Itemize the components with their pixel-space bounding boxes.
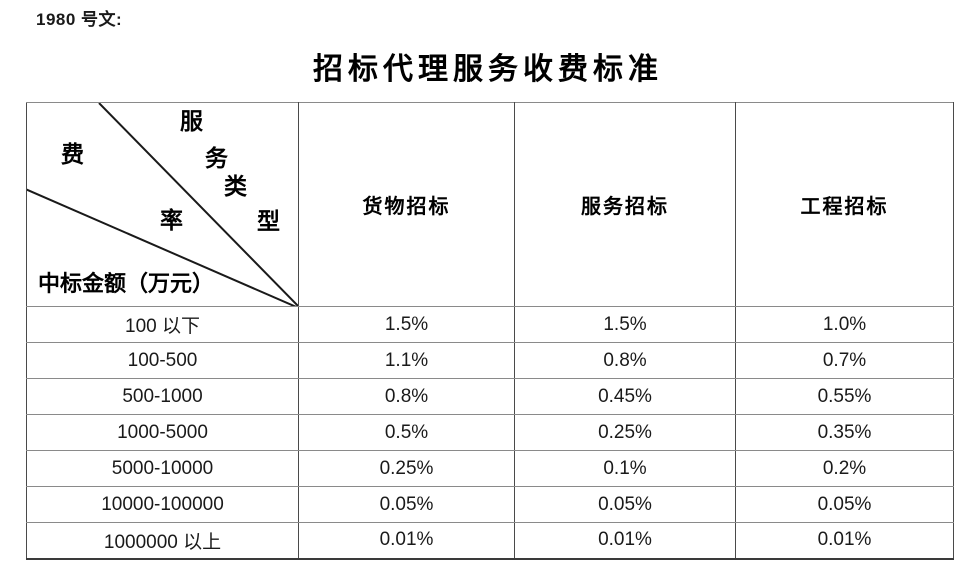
fee-cell-service: 0.1% bbox=[514, 450, 736, 487]
amount-range-cell: 500-1000 bbox=[26, 378, 299, 415]
table-row: 1000000 以上 0.01% 0.01% 0.01% bbox=[26, 522, 954, 559]
amount-range-cell: 1000000 以上 bbox=[26, 522, 299, 559]
fee-cell-engineering: 0.35% bbox=[735, 414, 954, 451]
doc-ref-label: 1980 号文: bbox=[36, 10, 123, 29]
column-header-engineering-bidding: 工程招标 bbox=[735, 102, 954, 307]
fee-cell-goods: 0.5% bbox=[298, 414, 515, 451]
fee-cell-service: 1.5% bbox=[514, 306, 736, 343]
fee-cell-engineering: 0.01% bbox=[735, 522, 954, 559]
diagonal-split-lines bbox=[27, 103, 298, 306]
fee-cell-goods: 0.25% bbox=[298, 450, 515, 487]
fee-standard-table: 费 率 服 务 类 型 中标金额（万元） 货物招标 服务招标 工程招标 100 … bbox=[26, 102, 954, 560]
fee-cell-service: 0.45% bbox=[514, 378, 736, 415]
column-header-goods-bidding: 货物招标 bbox=[298, 102, 515, 307]
column-header-service-bidding: 服务招标 bbox=[514, 102, 736, 307]
amount-range-cell: 100 以下 bbox=[26, 306, 299, 343]
fee-cell-goods: 1.1% bbox=[298, 342, 515, 379]
fee-cell-engineering: 0.2% bbox=[735, 450, 954, 487]
corner-label-service-type-char-2: 务 bbox=[205, 146, 228, 171]
table-row: 5000-10000 0.25% 0.1% 0.2% bbox=[26, 450, 954, 487]
fee-cell-goods: 0.05% bbox=[298, 486, 515, 523]
amount-range-cell: 100-500 bbox=[26, 342, 299, 379]
table-row: 100 以下 1.5% 1.5% 1.0% bbox=[26, 306, 954, 343]
fee-cell-engineering: 0.05% bbox=[735, 486, 954, 523]
amount-range-cell: 5000-10000 bbox=[26, 450, 299, 487]
fee-cell-service: 0.05% bbox=[514, 486, 736, 523]
fee-cell-goods: 0.01% bbox=[298, 522, 515, 559]
fee-cell-service: 0.8% bbox=[514, 342, 736, 379]
table-row: 10000-100000 0.05% 0.05% 0.05% bbox=[26, 486, 954, 523]
table-header-row: 费 率 服 务 类 型 中标金额（万元） 货物招标 服务招标 工程招标 bbox=[26, 102, 954, 307]
fee-cell-engineering: 1.0% bbox=[735, 306, 954, 343]
fee-cell-service: 0.25% bbox=[514, 414, 736, 451]
fee-cell-goods: 1.5% bbox=[298, 306, 515, 343]
corner-label-bid-amount: 中标金额（万元） bbox=[38, 271, 215, 296]
table-row: 1000-5000 0.5% 0.25% 0.35% bbox=[26, 414, 954, 451]
diagonal-corner-cell: 费 率 服 务 类 型 中标金额（万元） bbox=[26, 102, 299, 307]
fee-cell-engineering: 0.7% bbox=[735, 342, 954, 379]
corner-label-service-type-char-4: 型 bbox=[257, 209, 280, 234]
amount-range-cell: 10000-100000 bbox=[26, 486, 299, 523]
fee-table: 费 率 服 务 类 型 中标金额（万元） 货物招标 服务招标 工程招标 100 … bbox=[26, 102, 954, 560]
fee-cell-service: 0.01% bbox=[514, 522, 736, 559]
corner-label-rate-char: 率 bbox=[160, 208, 183, 233]
corner-label-fee-char: 费 bbox=[61, 142, 84, 167]
table-row: 100-500 1.1% 0.8% 0.7% bbox=[26, 342, 954, 379]
table-row: 500-1000 0.8% 0.45% 0.55% bbox=[26, 378, 954, 415]
corner-label-service-type-char-1: 服 bbox=[180, 109, 203, 134]
fee-cell-engineering: 0.55% bbox=[735, 378, 954, 415]
amount-range-cell: 1000-5000 bbox=[26, 414, 299, 451]
fee-cell-goods: 0.8% bbox=[298, 378, 515, 415]
corner-label-service-type-char-3: 类 bbox=[224, 174, 247, 199]
page-title: 招标代理服务收费标准 bbox=[313, 53, 663, 86]
